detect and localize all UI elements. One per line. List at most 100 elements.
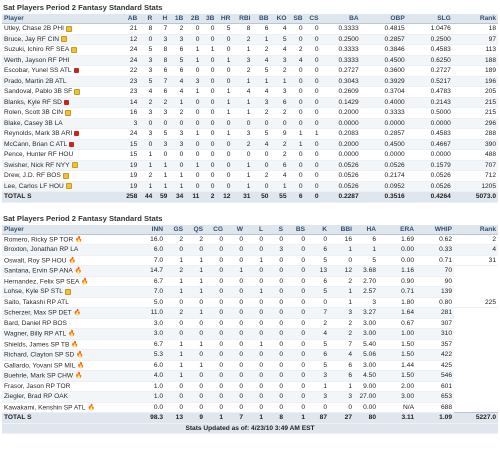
player-name-link[interactable]: Drew, J.D. RF BOS [4, 172, 61, 180]
stat-cell: 1.80 [378, 297, 416, 308]
player-name-link[interactable]: Lee, Carlos LF HOU [4, 182, 64, 190]
hot-streak-icon[interactable]: 🔥 [68, 257, 77, 264]
stat-cell: 0 [288, 170, 305, 182]
player-alert-icon[interactable] [69, 141, 75, 147]
player-note-icon[interactable] [65, 109, 72, 116]
player-name-link[interactable]: Shields, James SP TB [4, 340, 70, 348]
column-header-3b[interactable]: 3B [201, 14, 217, 24]
player-name-link[interactable]: Hernandez, Felix SP SEA [4, 277, 80, 285]
column-header-player[interactable]: Player [2, 14, 121, 24]
column-header-inn[interactable]: INN [137, 224, 165, 235]
player-alert-icon[interactable] [74, 131, 80, 136]
hot-streak-icon[interactable]: 🔥 [76, 352, 84, 359]
player-name-link[interactable]: Scherzer, Max SP DET [4, 309, 72, 317]
column-header-2b[interactable]: 2B [185, 14, 202, 24]
player-alert-icon[interactable] [73, 68, 79, 73]
column-header-bbi[interactable]: BBI [329, 224, 354, 235]
column-header-qs[interactable]: QS [185, 224, 205, 235]
column-header-r[interactable]: R [139, 14, 155, 24]
player-name-link[interactable]: Rolen, Scott 3B CIN [4, 109, 64, 117]
stat-cell: 3.00 [354, 328, 378, 340]
stat-cell: 0 [185, 328, 205, 340]
player-name-link[interactable]: Werth, Jayson RF PHI [4, 56, 70, 64]
column-header-1b[interactable]: 1B [169, 14, 186, 24]
player-name-link[interactable]: Ziegler, Brad RP OAK [4, 393, 69, 401]
column-header-l[interactable]: L [245, 224, 265, 235]
column-header-ha[interactable]: HA [354, 224, 378, 235]
player-note-icon[interactable] [71, 46, 78, 53]
hot-streak-icon[interactable]: 🔥 [75, 236, 83, 243]
player-alert-icon[interactable] [63, 99, 69, 105]
stat-cell: 0 [225, 297, 245, 308]
column-header-rank[interactable]: Rank [454, 224, 498, 235]
column-header-obp[interactable]: OBP [360, 14, 407, 24]
player-cell: Frasor, Jason RP TOR [2, 381, 137, 392]
column-header-ab[interactable]: AB [120, 14, 140, 24]
player-name-link[interactable]: Wagner, Billy RP ATL [4, 330, 67, 338]
column-header-cg[interactable]: CG [205, 224, 225, 235]
player-name-link[interactable]: Utley, Chase 2B PHI [4, 25, 64, 33]
hot-streak-icon[interactable]: 🔥 [87, 404, 95, 411]
column-header-ba[interactable]: BA [320, 14, 361, 24]
column-header-sb[interactable]: SB [288, 14, 305, 24]
stat-cell: 0.2174 [360, 170, 407, 182]
player-name-link[interactable]: Bard, Daniel RP BOS [4, 319, 67, 327]
player-name-link[interactable]: Prado, Martin 2B ATL [4, 77, 67, 85]
stat-cell: 0 [288, 149, 305, 161]
column-header-era[interactable]: ERA [378, 224, 416, 235]
player-name-link[interactable]: Lohse, Kyle SP STL [4, 288, 63, 296]
hot-streak-icon[interactable]: 🔥 [74, 268, 83, 275]
player-name-link[interactable]: Frasor, Jason RP TOR [4, 382, 71, 390]
player-name-link[interactable]: Blanks, Kyle RF SD [4, 98, 62, 106]
player-name-link[interactable]: Santana, Ervin SP ANA [4, 267, 73, 275]
stat-cell: 0.5217 [406, 76, 453, 87]
player-name-link[interactable]: Saito, Takashi RP ATL [4, 298, 69, 306]
player-name-link[interactable]: Pence, Hunter RF HOU [4, 151, 74, 159]
column-header-s[interactable]: S [265, 224, 285, 235]
column-header-bb[interactable]: BB [252, 14, 271, 24]
column-header-hr[interactable]: HR [216, 14, 233, 24]
column-header-whip[interactable]: WHIP [416, 224, 454, 235]
player-name-link[interactable]: Swisher, Nick RF NYY [4, 161, 70, 169]
column-header-slg[interactable]: SLG [406, 14, 453, 24]
column-header-gs[interactable]: GS [165, 224, 185, 235]
player-name-link[interactable]: Romero, Ricky SP TOR [4, 235, 74, 243]
column-header-player[interactable]: Player [2, 224, 137, 235]
column-header-ko[interactable]: KO [270, 14, 289, 24]
column-header-cs[interactable]: CS [304, 14, 321, 24]
column-header-k[interactable]: K [307, 224, 329, 235]
player-name-link[interactable]: McCann, Brian C ATL [4, 140, 68, 148]
player-note-icon[interactable] [64, 288, 71, 295]
player-note-icon[interactable] [71, 162, 78, 168]
column-header-rank[interactable]: Rank [452, 14, 498, 24]
column-header-bs[interactable]: BS [285, 224, 307, 235]
player-name-link[interactable]: Buehrle, Mark SP CHW [4, 372, 74, 380]
column-header-h[interactable]: H [154, 14, 170, 24]
player-name-link[interactable]: Broxton, Jonathan RP LA [4, 246, 79, 254]
player-name-link[interactable]: Blake, Casey 3B LA [4, 119, 63, 127]
player-note-icon[interactable] [60, 36, 67, 42]
hot-streak-icon[interactable]: 🔥 [68, 331, 76, 338]
hot-streak-icon[interactable]: 🔥 [71, 341, 79, 348]
player-note-icon[interactable] [65, 183, 72, 189]
stat-cell: 0 [285, 286, 307, 298]
player-name-link[interactable]: Reynolds, Mark 3B ARI [4, 130, 73, 138]
column-header-w[interactable]: W [225, 224, 245, 235]
total-stat-cell: 5227.0 [454, 412, 498, 424]
player-name-link[interactable]: Kawakami, Kenshin SP ATL [4, 403, 86, 411]
hot-streak-icon[interactable]: 🔥 [75, 373, 83, 380]
player-name-link[interactable]: Suzuki, Ichiro RF SEA [4, 46, 70, 54]
player-note-icon[interactable] [62, 172, 69, 179]
player-name-link[interactable]: Richard, Clayton SP SD [4, 351, 75, 359]
player-name-link[interactable]: Escobar, Yunel SS ATL [4, 67, 72, 75]
hot-streak-icon[interactable]: 🔥 [81, 278, 89, 285]
player-name-link[interactable]: Sandoval, Pablo 3B SF [4, 88, 73, 96]
player-name-link[interactable]: Bruce, Jay RF CIN [4, 35, 59, 43]
column-header-rbi[interactable]: RBI [232, 14, 253, 24]
player-name-link[interactable]: Gallardo, Yovani SP MIL [4, 361, 76, 369]
hot-streak-icon[interactable]: 🔥 [77, 362, 85, 369]
hot-streak-icon[interactable]: 🔥 [73, 310, 82, 317]
player-name-link[interactable]: Oswalt, Roy SP HOU [4, 256, 67, 264]
player-note-icon[interactable] [74, 88, 81, 95]
player-note-icon[interactable] [65, 25, 72, 32]
